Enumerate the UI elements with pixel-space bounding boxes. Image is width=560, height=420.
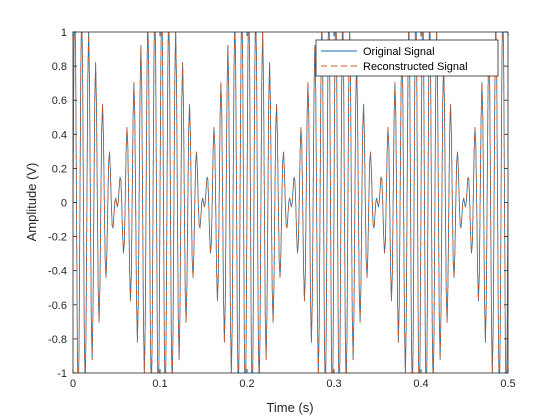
- y-tick-label: -0.2: [48, 232, 67, 244]
- y-tick-label: 0.8: [52, 61, 67, 73]
- x-tick-label: 0.4: [413, 378, 428, 390]
- y-tick-label: -0.8: [48, 334, 67, 346]
- y-tick-label: -0.6: [48, 300, 67, 312]
- y-tick-label: 1: [61, 27, 67, 39]
- x-axis-label: Time (s): [266, 400, 313, 415]
- x-tick-label: 0.3: [326, 378, 341, 390]
- y-tick-label: 0.2: [52, 163, 67, 175]
- x-tick-label: 0.2: [239, 378, 254, 390]
- y-tick-label: 0.4: [52, 129, 67, 141]
- x-tick-label: 0.5: [500, 378, 515, 390]
- series-reconstructed-signal: [73, 32, 508, 373]
- y-tick-label: -1: [57, 368, 67, 380]
- y-tick-label: 0.6: [52, 95, 67, 107]
- legend-label-original: Original Signal: [363, 46, 435, 58]
- legend: Original Signal Reconstructed Signal: [315, 39, 499, 77]
- legend-label-reconstructed: Reconstructed Signal: [363, 61, 468, 73]
- y-tick-label: 0: [61, 198, 67, 210]
- x-tick-label: 0: [70, 378, 76, 390]
- x-tick-label: 0.1: [152, 378, 167, 390]
- y-tick-label: -0.4: [48, 266, 67, 278]
- plot-area: [73, 32, 508, 373]
- y-axis-label: Amplitude (V): [24, 163, 39, 242]
- legend-box: [315, 39, 499, 77]
- ticks: 0 0.1 0.2 0.3 0.4 0.5 -1 -0.8 -0.6 -0.4 -0.2 0 0.2 0.…: [48, 27, 516, 390]
